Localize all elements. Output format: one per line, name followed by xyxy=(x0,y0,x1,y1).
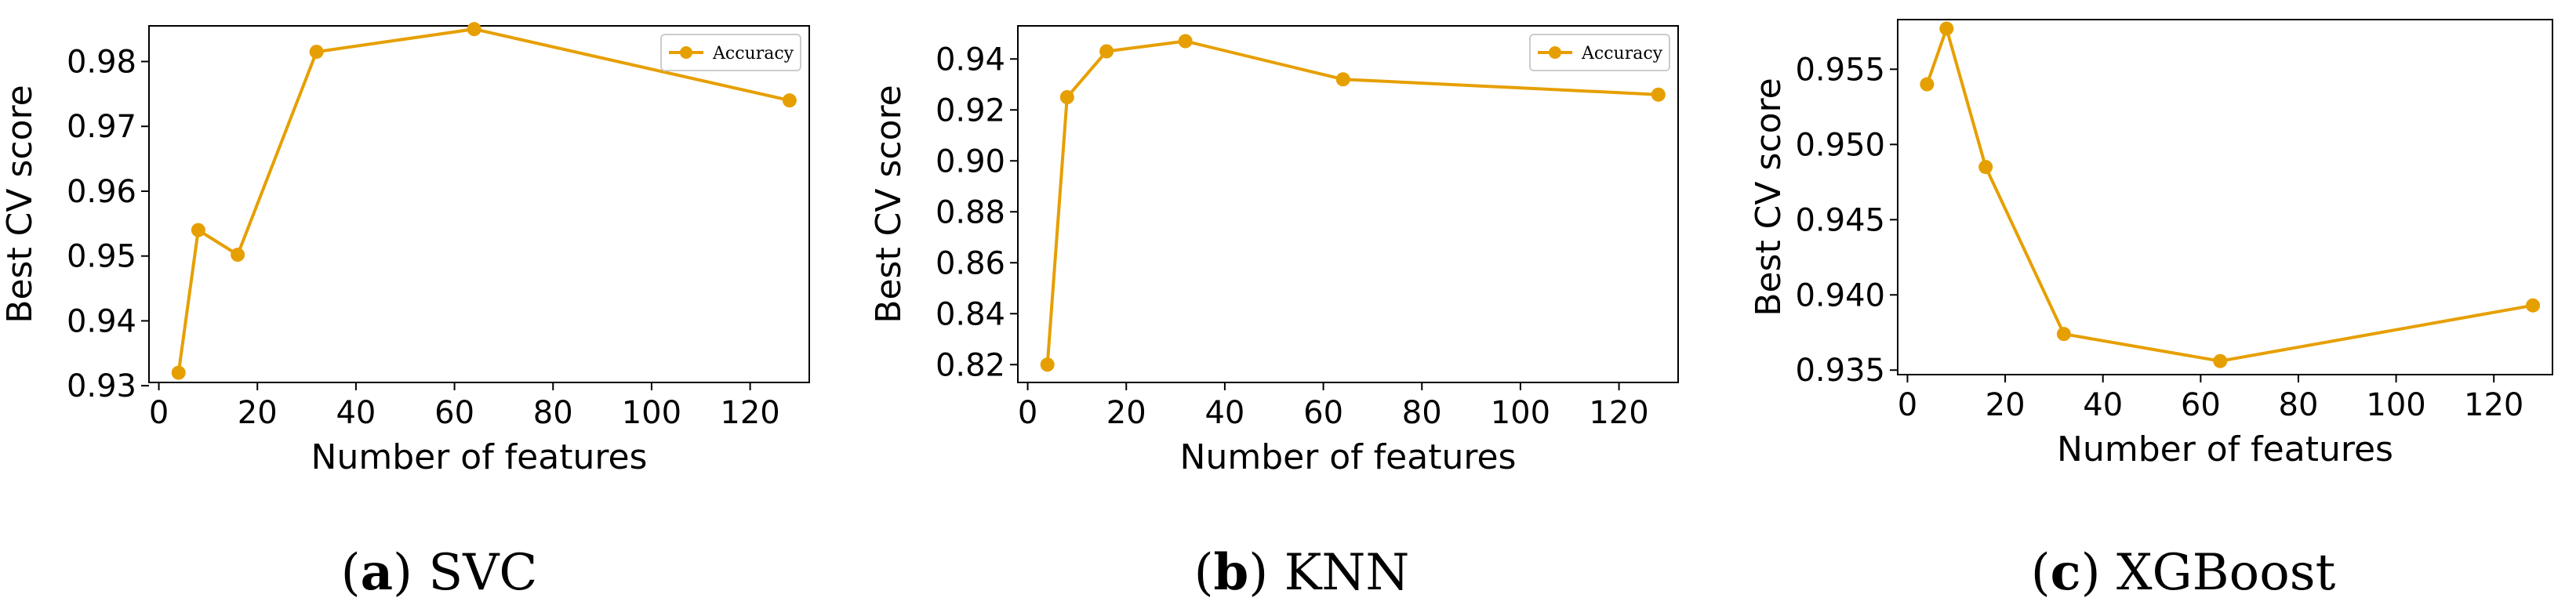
subplot-knn: 0 20 40 60 80 100 120 0.82 0.84 0.86 0.88 0.90 0.92 0… xyxy=(869,25,1679,602)
subplot-xgboost: 0 20 40 60 80 100 120 0.935 0.940 0.945 0.950 0.955… xyxy=(1749,19,2553,602)
x-tick-label: 120 xyxy=(1589,395,1648,431)
data-point xyxy=(467,22,481,37)
plot-frame xyxy=(1897,19,2553,375)
x-tick-label: 100 xyxy=(2366,387,2425,423)
y-tick-label: 0.935 xyxy=(1795,353,1885,389)
y-tick-label: 0.90 xyxy=(936,143,1005,179)
legend-label: Accuracy xyxy=(712,44,794,63)
y-tick-label: 0.82 xyxy=(936,347,1005,383)
caption-title: KNN xyxy=(1284,544,1410,602)
legend-box xyxy=(1529,34,1670,71)
data-point xyxy=(1978,160,1993,175)
x-tick-label: 20 xyxy=(1106,395,1146,431)
legend: Accuracy xyxy=(1529,34,1670,71)
y-tick-label: 0.94 xyxy=(67,303,136,339)
data-point xyxy=(1178,34,1193,49)
x-tick-label: 20 xyxy=(1986,387,2026,423)
caption-label: a xyxy=(361,543,393,602)
data-point xyxy=(2526,298,2541,313)
x-tick-label: 20 xyxy=(238,395,278,431)
x-tick-label: 80 xyxy=(1402,395,1442,431)
x-tick-label: 120 xyxy=(720,395,779,431)
caption-label: b xyxy=(1214,543,1249,602)
data-point xyxy=(191,223,205,237)
y-tick-label: 0.92 xyxy=(936,92,1005,129)
x-tick-label: 100 xyxy=(622,395,681,431)
x-tick-label: 80 xyxy=(2279,387,2319,423)
data-point xyxy=(1059,90,1074,104)
y-tick-label: 0.97 xyxy=(67,109,136,145)
caption-paren-close: ) xyxy=(393,544,428,602)
legend: Accuracy xyxy=(660,34,801,71)
y-tick-label: 0.93 xyxy=(67,368,136,404)
x-tick-label: 60 xyxy=(434,395,474,431)
data-point xyxy=(1920,77,1935,92)
y-tick-label: 0.950 xyxy=(1795,127,1885,163)
x-tick-label: 40 xyxy=(336,395,376,431)
x-tick-label: 100 xyxy=(1491,395,1550,431)
y-tick-label: 0.955 xyxy=(1795,52,1885,88)
plot-frame xyxy=(148,25,810,383)
legend-marker xyxy=(1549,46,1561,59)
y-axis-title: Best CV score xyxy=(869,85,909,323)
x-tick-label: 80 xyxy=(533,395,573,431)
caption-title: SVC xyxy=(428,544,537,602)
x-axis-title: Number of features xyxy=(1180,437,1517,477)
x-tick-label: 40 xyxy=(2083,387,2123,423)
data-point xyxy=(309,45,324,60)
data-point xyxy=(1040,357,1055,372)
series-line xyxy=(1925,27,2534,363)
legend-label: Accuracy xyxy=(1581,44,1663,63)
data-point xyxy=(1335,72,1350,87)
caption-paren-open: ( xyxy=(341,544,361,602)
subfigure-caption: (b) KNN xyxy=(1194,543,1410,602)
x-tick-label: 40 xyxy=(1204,395,1244,431)
legend-box xyxy=(660,34,801,71)
data-point xyxy=(1651,87,1666,102)
caption-title: XGBoost xyxy=(2116,544,2336,602)
legend-marker xyxy=(680,46,692,59)
x-tick-label: 60 xyxy=(2181,387,2221,423)
y-tick-label: 0.86 xyxy=(936,245,1005,281)
y-tick-label: 0.88 xyxy=(936,194,1005,230)
x-tick-label: 0 xyxy=(1898,387,1917,423)
y-tick-label: 0.945 xyxy=(1795,202,1885,238)
caption-paren-close: ) xyxy=(1248,544,1284,602)
series-line xyxy=(176,27,790,373)
y-axis-title: Best CV score xyxy=(1749,78,1789,316)
data-point xyxy=(2213,353,2228,368)
y-tick-label: 0.940 xyxy=(1795,277,1885,313)
subfigure-caption: (a) SVC xyxy=(341,543,538,602)
x-axis-title: Number of features xyxy=(311,437,648,477)
y-tick-label: 0.94 xyxy=(936,42,1005,78)
data-point xyxy=(231,248,245,263)
y-tick-label: 0.98 xyxy=(67,45,136,81)
data-point xyxy=(1099,44,1114,59)
subfigure-caption: (c) XGBoost xyxy=(2031,543,2336,602)
y-tick-label: 0.96 xyxy=(67,174,136,210)
caption-label: c xyxy=(2051,543,2081,602)
subplot-svc: 0 20 40 60 80 100 120 0.93 0.94 0.95 0.96 0.97 0.98 N… xyxy=(0,22,810,602)
x-tick-label: 120 xyxy=(2464,387,2523,423)
data-point xyxy=(782,93,797,108)
series-line xyxy=(1045,39,1659,365)
x-axis-title: Number of features xyxy=(2057,429,2393,469)
caption-paren-open: ( xyxy=(2031,544,2051,602)
data-point xyxy=(2056,327,2071,342)
y-axis-title: Best CV score xyxy=(0,85,40,323)
x-tick-label: 0 xyxy=(149,395,169,431)
data-point xyxy=(1939,21,1954,36)
y-tick-label: 0.84 xyxy=(936,296,1005,332)
y-tick-label: 0.95 xyxy=(67,239,136,275)
x-tick-label: 0 xyxy=(1018,395,1037,431)
x-tick-label: 60 xyxy=(1303,395,1343,431)
plot-frame xyxy=(1017,25,1679,383)
data-point xyxy=(171,365,186,380)
caption-paren-open: ( xyxy=(1194,544,1214,602)
caption-paren-close: ) xyxy=(2081,544,2116,602)
